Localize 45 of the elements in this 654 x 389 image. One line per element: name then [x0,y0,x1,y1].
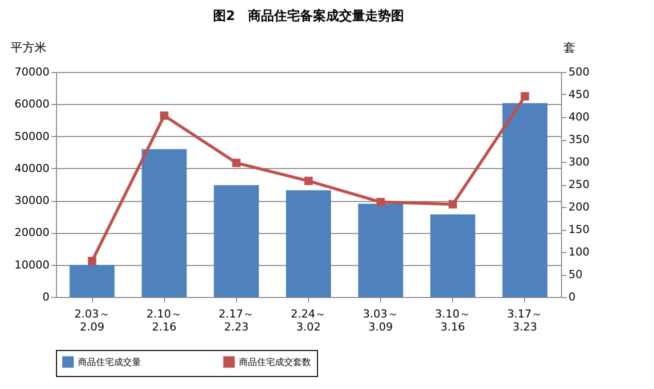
y2-tick-label: 50 [568,268,582,281]
y2-axis-title: 套 [564,40,576,54]
point [88,256,96,266]
point [520,92,530,100]
x-tick-label: 2.03～ 2.09 [74,308,110,334]
y2-tick-label: 250 [568,178,590,191]
bar [430,214,476,297]
point [448,200,457,208]
y-tick-label: 10000 [14,258,50,272]
point [304,176,313,186]
y2-tick-label: 0 [568,290,576,304]
y-tick-label: 0 [42,290,50,304]
y-tick-label: 40000 [14,162,50,175]
bar [286,190,331,297]
legend-label: 商品住宅成交量 [78,357,141,368]
x-tick-label: 2.17～ 2.23 [218,308,254,334]
bar [502,103,548,297]
x-tick-label: 3.03～ 3.09 [362,308,398,334]
y2-tick-label: 150 [568,223,590,236]
y2-tick-label: 100 [568,246,590,258]
y2-tick-label: 300 [568,156,590,168]
bar [358,204,404,297]
y2-tick-label: 500 [568,66,590,78]
bar [70,264,115,297]
chart-title: 图2 商品住宅备案成交量走势图 [212,8,404,24]
x-tick-label: 3.10～ 3.16 [435,308,471,334]
y2-tick-label: 400 [568,110,590,124]
point [160,111,168,120]
bar [142,149,187,297]
y-tick-label: 70000 [14,66,50,78]
point [376,198,385,206]
y2-tick-label: 200 [568,200,590,214]
y-tick-label: 20000 [14,226,50,240]
y-tick-label: 50000 [14,130,50,143]
x-tick-label: 3.17～ 3.23 [507,308,543,334]
y-axis-title: 平方米 [10,40,46,54]
legend-label: 商品住宅成交套数 [239,357,311,368]
x-tick-label: 2.10～ 2.16 [146,308,182,334]
x-tick-label: 2.24～ 3.02 [290,308,326,334]
y2-tick-label: 350 [568,133,590,146]
y-tick-label: 30000 [14,194,50,208]
point [232,158,241,168]
bar [214,185,259,297]
y2-tick-label: 450 [568,88,590,101]
y-tick-label: 60000 [14,98,50,111]
